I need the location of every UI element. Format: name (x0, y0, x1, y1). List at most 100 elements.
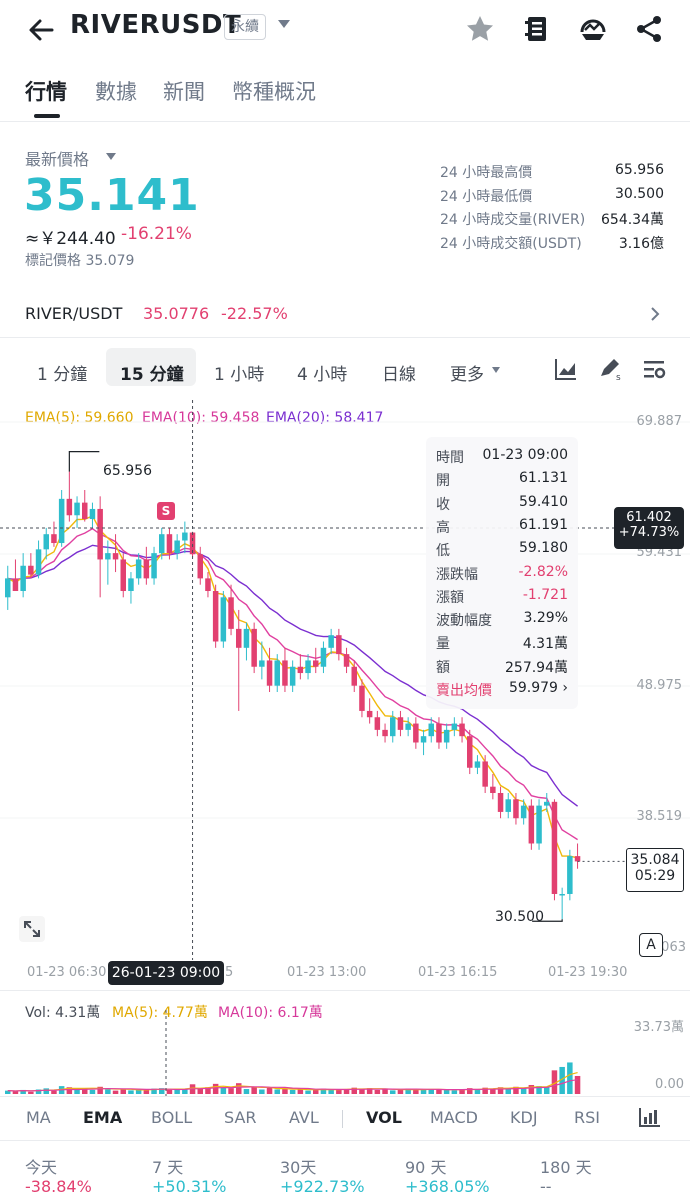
tab-market[interactable]: 行情 (25, 80, 67, 104)
timeframe-1m[interactable]: 1 分鐘 (37, 365, 88, 385)
candle-body[interactable] (497, 792, 504, 812)
candle-body[interactable] (336, 635, 342, 655)
candle-body[interactable] (420, 736, 427, 743)
candle-body[interactable] (220, 597, 227, 642)
indicator-boll[interactable]: BOLL (151, 1108, 193, 1127)
candle-body[interactable] (274, 660, 281, 686)
fullscreen-icon[interactable] (18, 915, 46, 943)
candle-body[interactable] (443, 729, 450, 743)
chart-type-icon[interactable] (553, 356, 579, 382)
indicator-settings-icon[interactable] (638, 1106, 662, 1128)
symbol-dropdown-icon[interactable] (278, 20, 290, 28)
candle-body[interactable] (266, 660, 273, 686)
timeframe-4h[interactable]: 4 小時 (297, 365, 348, 385)
candle-body[interactable] (12, 578, 19, 592)
candle-body[interactable] (259, 660, 265, 667)
indicator-rsi[interactable]: RSI (574, 1108, 600, 1127)
candle-body[interactable] (374, 717, 381, 730)
candle-body[interactable] (544, 801, 550, 806)
candle-body[interactable] (174, 540, 180, 554)
indicator-kdj[interactable]: KDJ (510, 1108, 538, 1127)
indicator-macd[interactable]: MACD (430, 1108, 478, 1127)
candle-body[interactable] (43, 534, 50, 550)
candle-body[interactable] (35, 549, 42, 575)
price-type-dropdown-icon[interactable] (106, 153, 116, 160)
timeframe-1h[interactable]: 1 小時 (214, 365, 265, 385)
candle-body[interactable] (143, 559, 150, 579)
candlestick-chart[interactable] (0, 400, 690, 960)
candle-body[interactable] (536, 805, 542, 844)
market-insight-icon[interactable] (576, 12, 610, 46)
candle-body[interactable] (20, 565, 26, 592)
last-price-label[interactable]: 最新價格 (25, 150, 90, 169)
share-icon[interactable] (632, 12, 666, 46)
indicator-sar[interactable]: SAR (224, 1108, 257, 1127)
candle-body[interactable] (382, 729, 388, 737)
candle-body[interactable] (305, 660, 311, 674)
candle-body[interactable] (359, 685, 365, 711)
indicator-ma[interactable]: MA (26, 1108, 51, 1127)
candle-body[interactable] (151, 553, 157, 579)
back-arrow-icon[interactable] (24, 12, 60, 48)
candle-body[interactable] (5, 578, 11, 598)
candle-body[interactable] (251, 628, 257, 667)
indicator-ema[interactable]: EMA (83, 1108, 123, 1127)
auto-scale-button[interactable]: A (639, 933, 663, 957)
candle-body[interactable] (505, 799, 512, 812)
candle-body[interactable] (105, 553, 111, 560)
candle-body[interactable] (28, 565, 34, 575)
candle-body[interactable] (66, 498, 73, 516)
candle-body[interactable] (320, 647, 327, 667)
tooltip-row[interactable]: 賣出均價 59.979 › (436, 680, 568, 703)
candle-body[interactable] (490, 786, 496, 793)
candle-body[interactable] (289, 666, 296, 686)
candle-body[interactable] (436, 723, 442, 743)
candle-body[interactable] (459, 723, 465, 737)
candle-body[interactable] (82, 502, 88, 520)
timeframe-more[interactable]: 更多 (450, 365, 484, 385)
candle-body[interactable] (189, 532, 196, 555)
chart-settings-icon[interactable] (641, 356, 667, 382)
candle-body[interactable] (243, 628, 250, 648)
timeframe-15m[interactable]: 15 分鐘 (120, 365, 184, 385)
candle-body[interactable] (212, 591, 219, 642)
candle-body[interactable] (313, 660, 319, 667)
candle-body[interactable] (567, 856, 573, 894)
candle-body[interactable] (574, 856, 581, 862)
candle-body[interactable] (297, 666, 304, 674)
candle-body[interactable] (89, 508, 96, 520)
candle-body[interactable] (197, 554, 204, 579)
candle-body[interactable] (282, 660, 288, 686)
tab-news[interactable]: 新聞 (163, 80, 205, 104)
candle-body[interactable] (97, 508, 103, 560)
star-icon[interactable] (463, 12, 497, 46)
symbol-title[interactable]: RIVERUSDT (70, 10, 242, 40)
candle-body[interactable] (467, 736, 473, 768)
candle-body[interactable] (74, 502, 80, 516)
candle-body[interactable] (520, 805, 527, 819)
candle-body[interactable] (166, 534, 173, 554)
candle-body[interactable] (159, 534, 165, 554)
candle-body[interactable] (405, 723, 411, 730)
candle-body[interactable] (128, 578, 134, 592)
tab-data[interactable]: 數據 (95, 80, 137, 104)
candle-body[interactable] (343, 654, 350, 667)
timeframe-1d[interactable]: 日線 (382, 365, 416, 385)
candle-body[interactable] (551, 801, 558, 894)
candle-body[interactable] (58, 498, 65, 544)
sell-signal-marker[interactable]: S (157, 502, 175, 520)
more-dropdown-icon[interactable] (492, 367, 500, 373)
candle-body[interactable] (390, 717, 396, 737)
candle-body[interactable] (205, 578, 211, 592)
candle-body[interactable] (482, 761, 488, 787)
candle-body[interactable] (559, 893, 565, 896)
candle-body[interactable] (351, 666, 358, 686)
candle-body[interactable] (474, 761, 481, 768)
notes-icon[interactable] (520, 12, 554, 46)
candle-body[interactable] (428, 723, 435, 737)
spot-pair-row[interactable]: RIVER/USDT 35.0776 -22.57% (0, 292, 690, 338)
indicator-avl[interactable]: AVL (289, 1108, 319, 1127)
candle-body[interactable] (182, 532, 188, 541)
indicator-vol[interactable]: VOL (366, 1108, 402, 1127)
candle-body[interactable] (366, 710, 373, 718)
